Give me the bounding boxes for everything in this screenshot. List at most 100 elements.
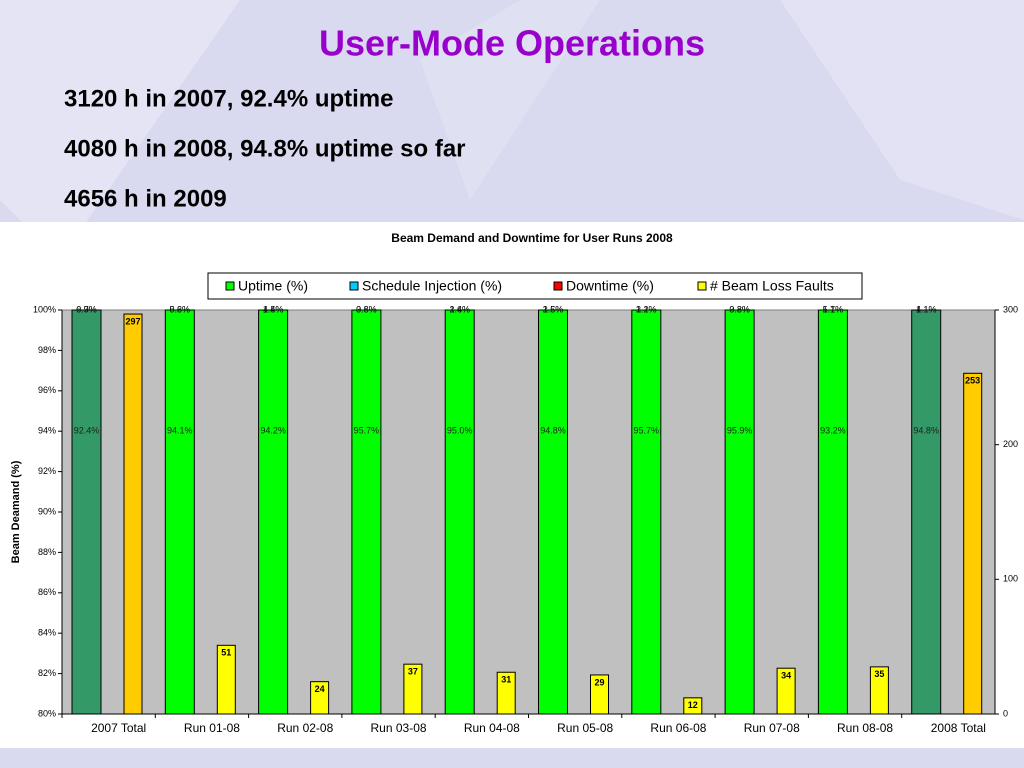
x-tick-label: Run 06-08 [650,721,706,735]
value-label: 1.4% [263,304,284,314]
fault-label: 35 [874,669,884,679]
value-label: 3.6% [543,304,564,314]
value-label: 0.8% [729,304,750,314]
stack-segment [538,309,568,715]
value-label: 1.1% [636,304,657,314]
value-label: 92.4% [74,426,100,436]
stack-segment [164,309,195,715]
background-shape [420,0,600,200]
y2-tick-label: 200 [1003,439,1018,449]
y-tick-label: 92% [38,466,56,476]
legend-label: Uptime (%) [238,278,308,294]
value-label: 1.5% [543,304,564,314]
stack-segment [444,309,475,715]
fault-label: 29 [594,677,604,687]
stack-segment [258,309,289,715]
y-tick-label: 82% [38,668,56,678]
stack-segment [817,309,848,715]
fault-bar [216,644,236,715]
fault-bar [496,671,516,715]
value-label: 95.7% [354,426,380,436]
value-label: 1.1% [823,304,844,314]
fault-label: 24 [315,684,325,694]
plot-area [61,309,996,715]
legend-swatch [225,281,235,291]
value-label: 4.5% [263,304,284,314]
fault-bar [776,667,796,715]
x-tick-label: 2008 Total [931,721,986,735]
fault-bar [683,697,703,715]
fault-label: 37 [408,667,418,677]
value-label: 94.8% [540,426,566,436]
y-tick-label: 80% [38,708,56,718]
legend [207,272,863,300]
value-label: 5.7% [823,304,844,314]
legend-swatch [697,281,707,291]
value-label: 0.8% [356,304,377,314]
value-label: 95.7% [634,426,660,436]
legend-swatch [553,281,563,291]
x-tick-label: Run 08-08 [837,721,893,735]
value-label: 95.0% [447,426,473,436]
legend-swatch [349,281,359,291]
y-tick-label: 86% [38,587,56,597]
fault-bar [963,372,983,715]
fault-label: 297 [125,316,140,326]
background-shape [780,0,1024,220]
x-tick-label: Run 07-08 [744,721,800,735]
y-tick-label: 88% [38,547,56,557]
value-label: 1.4% [449,304,470,314]
slide-title: User-Mode Operations [319,23,705,64]
fault-label: 253 [965,376,980,386]
fault-label: 12 [688,700,698,710]
fault-label: 34 [781,671,791,681]
stack-segment [911,309,942,715]
x-tick-label: 2007 Total [91,721,146,735]
value-label: 4.1% [916,304,937,314]
x-tick-label: Run 05-08 [557,721,613,735]
x-tick-label: Run 02-08 [277,721,333,735]
value-label: 3.2% [636,304,657,314]
y-tick-label: 100% [33,304,56,314]
stack-segment [724,309,755,715]
y2-tick-label: 0 [1003,708,1008,718]
value-label: 3.6% [356,304,377,314]
value-label: 5.3% [170,304,191,314]
value-label: 93.2% [820,426,846,436]
value-label: 0.6% [170,304,191,314]
fault-label: 31 [501,675,511,685]
chart-title: Beam Demand and Downtime for User Runs 2… [391,231,673,245]
bullet: 3120 h in 2007, 92.4% uptime [64,85,394,112]
y-tick-label: 96% [38,385,56,395]
value-label: 3.6% [449,304,470,314]
x-tick-label: Run 03-08 [371,721,427,735]
x-tick-label: Run 01-08 [184,721,240,735]
legend-label: Downtime (%) [566,278,654,294]
y-tick-label: 90% [38,506,56,516]
legend-label: Schedule Injection (%) [362,278,502,294]
value-label: 95.9% [727,426,753,436]
bullet: 4656 h in 2009 [64,185,227,212]
bullet: 4080 h in 2008, 94.8% uptime so far [64,135,466,162]
value-label: 94.1% [167,426,193,436]
value-label: 3.3% [729,304,750,314]
stack-segment [351,309,382,715]
background-shape [0,0,240,260]
fault-bar [123,313,143,715]
x-tick-label: Run 04-08 [464,721,520,735]
y-tick-label: 94% [38,426,56,436]
y2-tick-label: 100 [1003,574,1018,584]
fault-bar [869,666,889,715]
value-label: 1.1% [916,304,937,314]
fault-bar [590,674,609,715]
fault-bar [403,663,423,715]
value-label: 94.2% [260,426,286,436]
stack-segment [631,309,662,715]
y2-tick-label: 300 [1003,304,1018,314]
value-label: 6.7% [76,304,97,314]
fault-bar [310,681,330,715]
fault-label: 51 [221,648,231,658]
value-label: 0.9% [76,304,97,314]
stack-segment [71,309,102,715]
